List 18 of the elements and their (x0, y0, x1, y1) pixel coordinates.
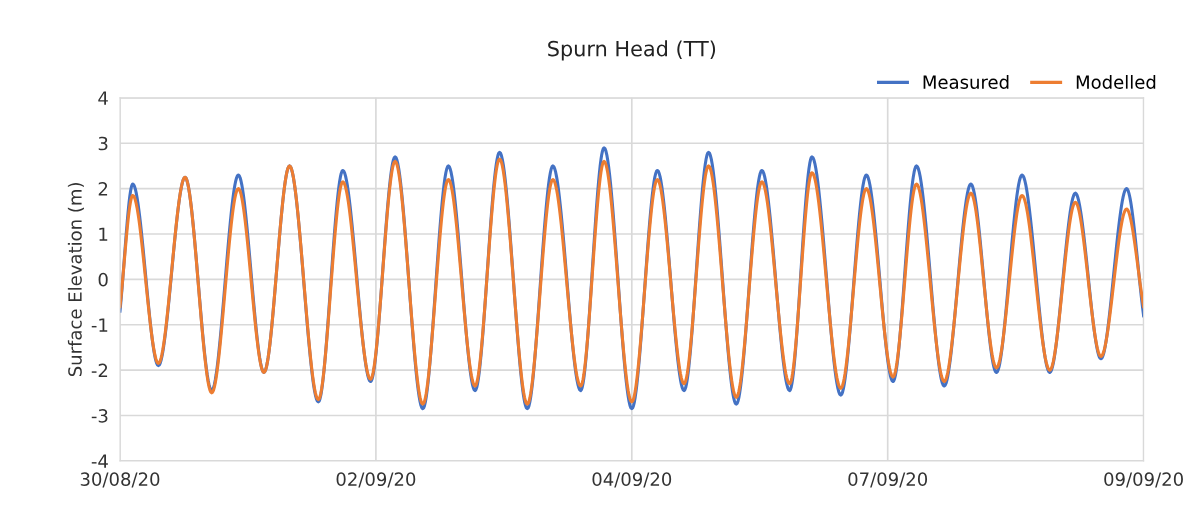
y-tick-label: -4 (91, 454, 108, 468)
y-tick-label: -3 (91, 409, 108, 423)
y-tick-label: 4 (98, 91, 108, 105)
legend-label: Measured (923, 74, 1009, 89)
x-tick-label: 30/08/20 (80, 472, 160, 488)
y-tick-label: -2 (91, 363, 108, 378)
y-tick-label: -1 (91, 318, 108, 332)
legend-label: Modelled (1076, 74, 1156, 89)
x-tick-label: 04/09/20 (592, 472, 672, 488)
x-tick-label: 07/09/20 (848, 472, 928, 488)
y-axis-title: Surface Elevation (m) (67, 183, 84, 377)
y-tick-label: 2 (98, 182, 108, 196)
y-tick-label: 3 (98, 136, 108, 151)
chart-title: Spurn Head (TT) (548, 40, 716, 61)
y-tick-label: 1 (99, 227, 108, 241)
x-tick-label: 09/09/20 (1104, 472, 1183, 488)
x-tick-label: 02/09/20 (336, 472, 416, 488)
y-tick-label: 0 (98, 272, 108, 287)
